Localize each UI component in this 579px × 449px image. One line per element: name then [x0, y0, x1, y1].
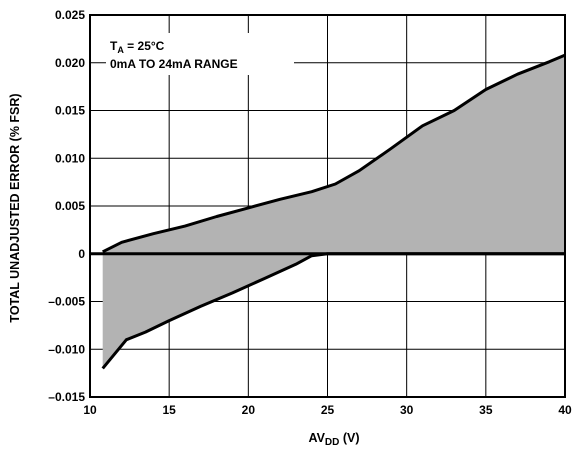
y-tick-label: 0.025 [55, 8, 85, 22]
x-tick-label: 35 [479, 403, 493, 417]
y-tick-label: –0.005 [48, 295, 85, 309]
y-tick-labels: 0.025 0.020 0.015 0.010 0.005 0 –0.005 –0.010 –0… [48, 8, 85, 404]
y-tick-label: 0 [78, 247, 85, 261]
annotation-range: 0mA TO 24mA RANGE [110, 57, 238, 71]
upper-error-line [102, 53, 566, 254]
annotation-backdrop [106, 33, 294, 75]
x-tick-label: 40 [558, 403, 572, 417]
y-axis-label: TOTAL UNADJUSTED ERROR (% FSR) [8, 93, 22, 322]
annotation-temperature: TA = 25°C [110, 39, 165, 55]
x-tick-labels: 10 15 20 25 30 35 40 [83, 403, 572, 417]
x-tick-label: 10 [83, 403, 97, 417]
x-tick-label: 15 [162, 403, 176, 417]
y-tick-label: 0.005 [55, 199, 85, 213]
lower-error-line [101, 252, 565, 370]
error-band-fill [102, 55, 565, 369]
y-tick-label: 0.010 [55, 151, 85, 165]
y-tick-label: –0.010 [48, 342, 85, 356]
x-axis-label: AVDD (V) [308, 431, 359, 448]
plot-frame [89, 14, 566, 398]
x-tick-label: 30 [400, 403, 414, 417]
x-tick-label: 25 [321, 403, 335, 417]
x-tick-label: 20 [242, 403, 256, 417]
y-tick-label: 0.020 [55, 56, 85, 70]
y-tick-label: 0.015 [55, 104, 85, 118]
y-tick-label: –0.015 [48, 390, 85, 404]
